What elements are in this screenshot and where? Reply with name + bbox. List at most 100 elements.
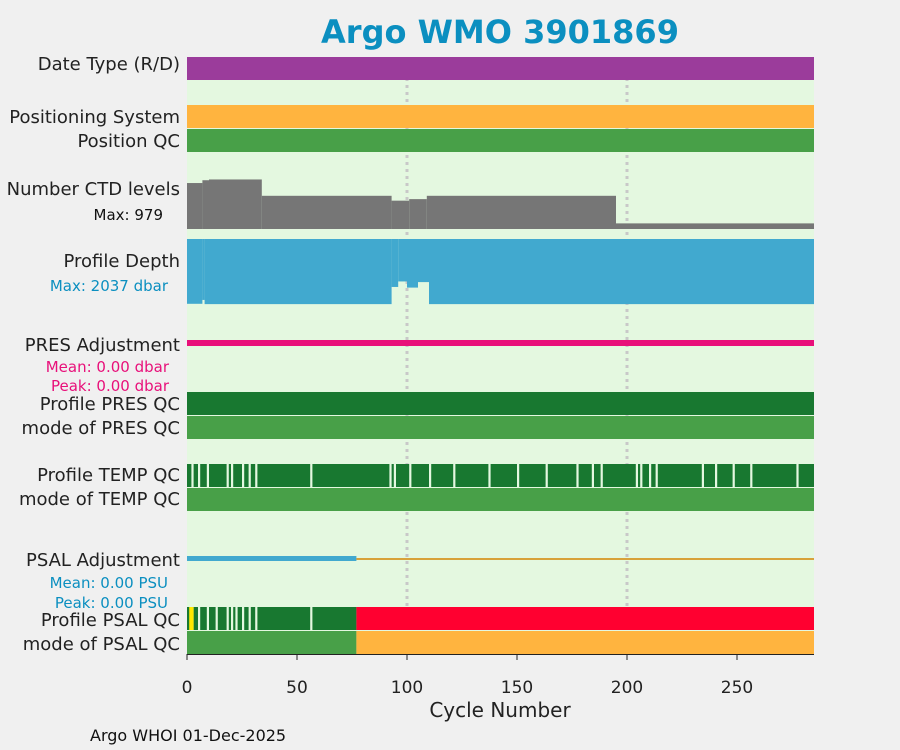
psal-qc-flag-mark	[255, 607, 258, 630]
date-type-bar	[187, 57, 814, 80]
ctd-levels-bar	[391, 200, 410, 229]
psal-adjustment-zero-line	[356, 558, 814, 560]
temp-qc-flag-mark	[488, 464, 491, 487]
positioning-system-bar	[187, 105, 814, 128]
temp-qc-flag-mark	[191, 464, 194, 487]
temp-qc-flag-mark	[429, 464, 432, 487]
positioning-system-label: Positioning System	[9, 107, 180, 128]
temp-qc-flag-mark	[545, 464, 548, 487]
x-tick-label: 150	[501, 678, 533, 698]
ctd-levels-bar	[409, 199, 427, 229]
profile-depth-label: Profile Depth	[63, 251, 180, 272]
temp-qc-flag-mark	[393, 464, 396, 487]
temp-qc-flag-mark	[248, 464, 251, 487]
ctd-levels-bar	[426, 195, 616, 229]
mode-psal-qc-bar	[187, 631, 357, 654]
profile-pres-qc-bar	[187, 392, 814, 415]
mode-pres-qc-label: mode of PRES QC	[22, 418, 180, 439]
mode-psal-qc-bad-bar	[356, 631, 814, 654]
x-axis: 0 50 100 150 200 250	[182, 654, 814, 698]
temp-qc-flag-mark	[206, 464, 209, 487]
mode-temp-qc-label: mode of TEMP QC	[19, 489, 180, 510]
x-tick-label: 250	[721, 678, 753, 698]
psal-qc-flag-mark	[242, 607, 245, 630]
psal-qc-flag-mark	[226, 607, 229, 630]
ctd-levels-max-label: Max: 979	[94, 206, 163, 224]
x-axis-label: Cycle Number	[429, 698, 571, 722]
temp-qc-flag-mark	[591, 464, 594, 487]
temp-qc-flag-mark	[576, 464, 579, 487]
position-qc-label: Position QC	[77, 131, 180, 152]
psal-qc-flag-mark	[231, 607, 234, 630]
psal-qc-flag-mark	[215, 607, 218, 630]
profile-psal-qc-bar	[187, 607, 357, 630]
date-type-label: Date Type (R/D)	[38, 54, 180, 75]
profile-temp-qc-bar	[187, 464, 814, 487]
ctd-levels-label: Number CTD levels	[7, 179, 180, 200]
temp-qc-flag-mark	[715, 464, 718, 487]
psal-qc-flag-mark	[206, 607, 209, 630]
profile-depth-bar	[398, 239, 407, 282]
psal-qc-flag-mark	[248, 607, 251, 630]
pres-adjustment-line	[187, 340, 814, 346]
psal-adjustment-label: PSAL Adjustment	[26, 550, 180, 571]
psal-adjustment-mean-label: Mean: 0.00 PSU	[50, 574, 168, 592]
plot-background	[187, 57, 814, 654]
ctd-levels-bar	[202, 180, 209, 229]
footer-credit: Argo WHOI 01-Dec-2025	[90, 726, 286, 745]
temp-qc-flag-mark	[635, 464, 638, 487]
temp-qc-flag-mark	[640, 464, 643, 487]
ctd-levels-bar	[187, 183, 203, 229]
temp-qc-flag-mark	[198, 464, 201, 487]
x-tick-label: 200	[611, 678, 643, 698]
psal-qc-flag-mark	[235, 607, 238, 630]
profile-depth-bar	[391, 239, 399, 287]
psal-qc-flag-mark	[198, 607, 201, 630]
profile-depth-bar	[418, 239, 429, 283]
pres-adjustment-peak-label: Peak: 0.00 dbar	[51, 377, 170, 395]
temp-qc-flag-mark	[796, 464, 799, 487]
temp-qc-flag-mark	[655, 464, 658, 487]
mode-pres-qc-bar	[187, 416, 814, 439]
x-tick-label: 100	[391, 678, 423, 698]
profile-depth-bar	[187, 239, 203, 304]
x-tick-label: 50	[286, 678, 308, 698]
ctd-levels-bar	[261, 195, 392, 229]
temp-qc-flag-mark	[517, 464, 520, 487]
profile-pres-qc-label: Profile PRES QC	[40, 394, 180, 415]
temp-qc-flag-mark	[226, 464, 229, 487]
position-qc-bar	[187, 129, 814, 152]
temp-qc-flag-mark	[242, 464, 245, 487]
temp-qc-flag-mark	[310, 464, 313, 487]
temp-qc-flag-mark	[649, 464, 652, 487]
mode-temp-qc-bar	[187, 488, 814, 511]
psal-qc-flag-mark	[310, 607, 313, 630]
temp-qc-flag-mark	[732, 464, 735, 487]
temp-qc-flag-mark	[231, 464, 234, 487]
pres-adjustment-label: PRES Adjustment	[25, 335, 180, 356]
profile-psal-qc-label: Profile PSAL QC	[41, 610, 180, 631]
temp-qc-flag-mark	[255, 464, 258, 487]
profile-depth-bar	[407, 239, 418, 288]
profile-depth-max-label: Max: 2037 dbar	[50, 277, 169, 295]
psal-adjustment-line	[187, 556, 357, 561]
mode-psal-qc-label: mode of PSAL QC	[23, 634, 180, 655]
profile-temp-qc-label: Profile TEMP QC	[37, 465, 180, 486]
profile-depth-bar	[202, 239, 205, 300]
temp-qc-flag-mark	[750, 464, 753, 487]
ctd-levels-bar	[616, 223, 814, 229]
psal-qc-probably-good-mark	[189, 607, 194, 630]
ctd-levels-bar	[209, 179, 262, 229]
profile-depth-bar	[204, 239, 392, 305]
temp-qc-flag-mark	[701, 464, 704, 487]
psal-adjustment-peak-label: Peak: 0.00 PSU	[55, 594, 168, 612]
chart-title: Argo WMO 3901869	[321, 13, 679, 51]
profile-depth-bar	[429, 239, 814, 305]
profile-psal-qc-bad-bar	[356, 607, 814, 630]
x-tick-label: 0	[182, 678, 193, 698]
temp-qc-flag-mark	[409, 464, 412, 487]
temp-qc-flag-mark	[453, 464, 456, 487]
temp-qc-flag-mark	[389, 464, 392, 487]
temp-qc-flag-mark	[600, 464, 603, 487]
